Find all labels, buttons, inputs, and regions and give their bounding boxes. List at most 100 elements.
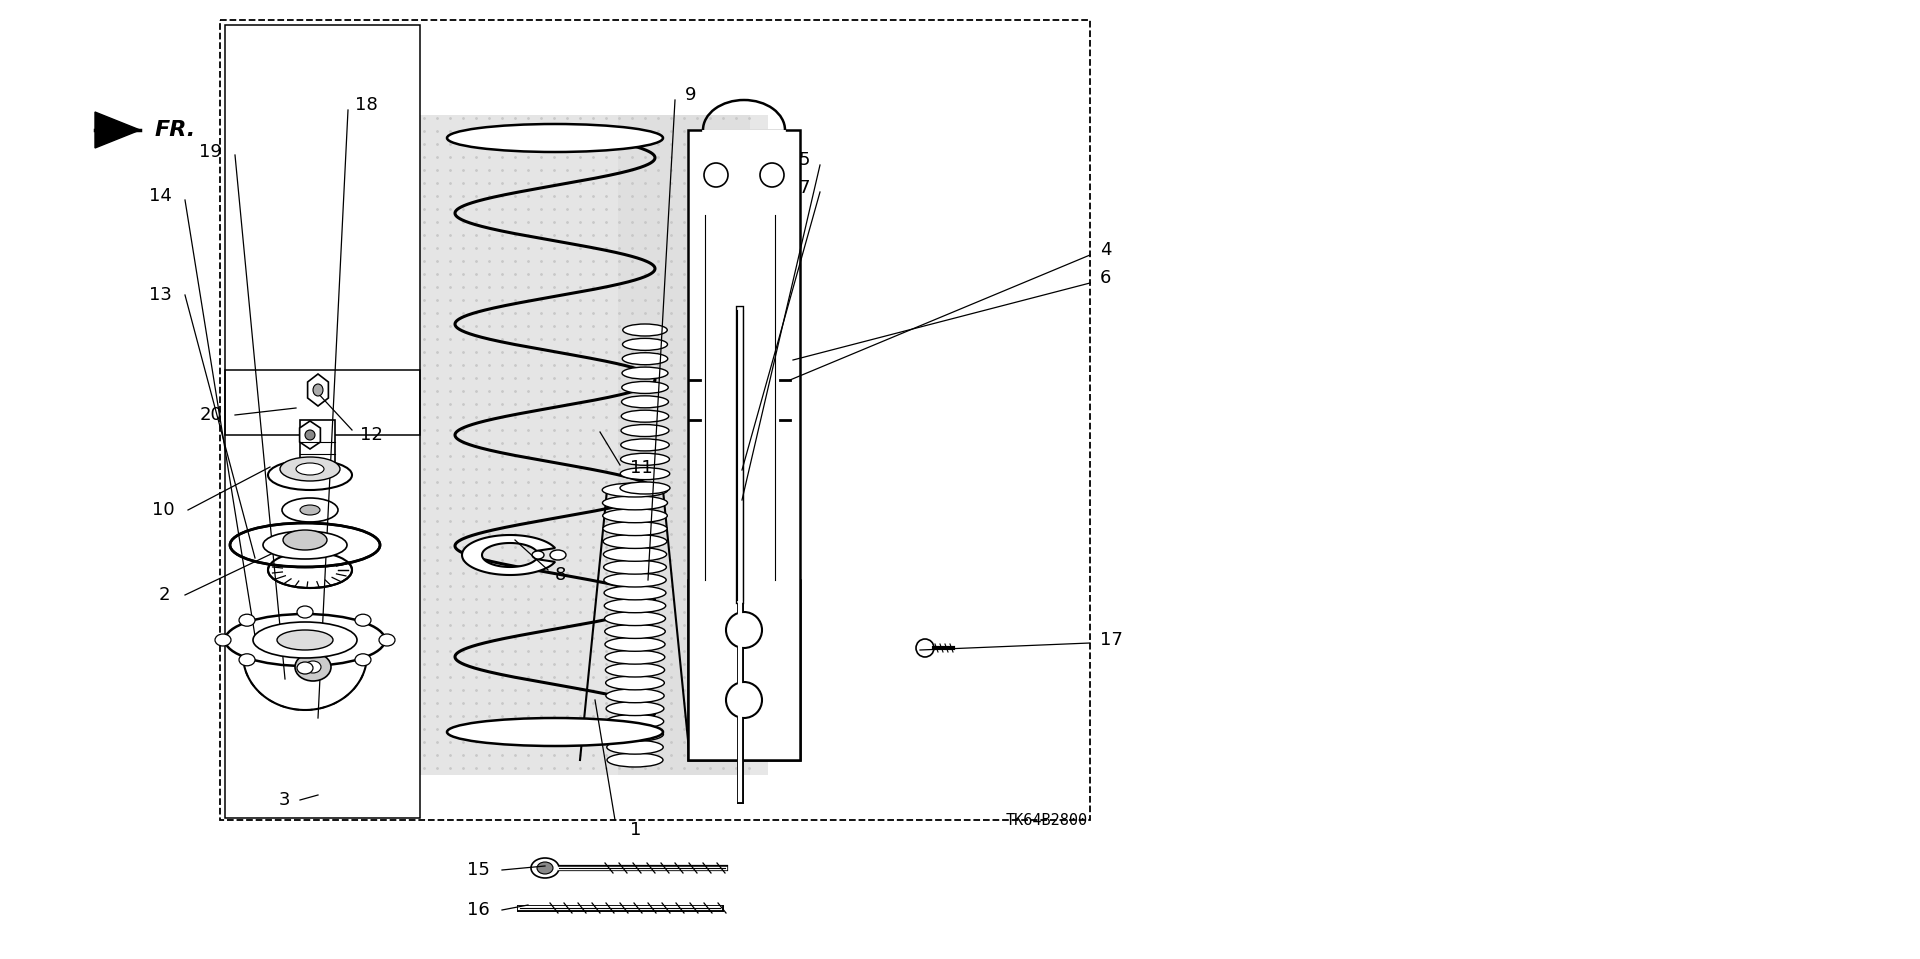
Ellipse shape <box>305 661 321 673</box>
Ellipse shape <box>607 702 664 715</box>
Ellipse shape <box>620 425 668 436</box>
Ellipse shape <box>300 505 321 515</box>
Ellipse shape <box>607 727 664 741</box>
Ellipse shape <box>532 858 559 878</box>
Ellipse shape <box>225 614 386 666</box>
Ellipse shape <box>603 560 666 574</box>
Bar <box>701 215 780 580</box>
Text: 12: 12 <box>361 426 382 444</box>
Ellipse shape <box>538 862 553 874</box>
Text: FR.: FR. <box>156 120 196 140</box>
Text: 19: 19 <box>200 143 223 161</box>
Text: 3: 3 <box>278 791 290 809</box>
Ellipse shape <box>378 634 396 646</box>
Ellipse shape <box>603 573 666 587</box>
Text: 9: 9 <box>685 86 697 104</box>
Ellipse shape <box>620 454 670 465</box>
Text: 18: 18 <box>355 96 378 114</box>
Ellipse shape <box>603 548 666 561</box>
Text: 7: 7 <box>799 179 810 197</box>
Ellipse shape <box>263 531 348 559</box>
Ellipse shape <box>760 163 783 187</box>
Text: 1: 1 <box>630 821 641 839</box>
Polygon shape <box>300 421 321 449</box>
Ellipse shape <box>916 639 933 657</box>
Ellipse shape <box>622 396 668 408</box>
Text: 10: 10 <box>152 501 175 519</box>
Ellipse shape <box>605 638 664 651</box>
Ellipse shape <box>313 384 323 396</box>
Text: 5: 5 <box>799 151 810 169</box>
Polygon shape <box>463 535 555 575</box>
Ellipse shape <box>620 468 670 480</box>
Ellipse shape <box>605 586 666 600</box>
Ellipse shape <box>605 663 664 677</box>
Ellipse shape <box>726 612 762 648</box>
Polygon shape <box>94 112 140 148</box>
Ellipse shape <box>605 612 666 625</box>
Text: TK64B2800: TK64B2800 <box>1006 813 1089 828</box>
Ellipse shape <box>605 650 664 665</box>
Polygon shape <box>307 374 328 406</box>
Ellipse shape <box>603 534 666 549</box>
Text: 4: 4 <box>1100 241 1112 259</box>
Bar <box>687 580 801 760</box>
Ellipse shape <box>622 410 668 422</box>
Ellipse shape <box>282 498 338 522</box>
Ellipse shape <box>447 718 662 746</box>
Ellipse shape <box>215 634 230 646</box>
Text: 17: 17 <box>1100 631 1123 649</box>
Ellipse shape <box>622 353 668 364</box>
Ellipse shape <box>269 552 351 588</box>
Ellipse shape <box>622 324 668 336</box>
Ellipse shape <box>607 740 662 754</box>
Bar <box>221 20 1091 820</box>
Polygon shape <box>244 655 367 710</box>
Ellipse shape <box>549 550 566 560</box>
Ellipse shape <box>276 630 332 650</box>
Bar <box>225 370 420 818</box>
Text: 13: 13 <box>150 286 173 304</box>
Ellipse shape <box>269 460 351 490</box>
Text: 6: 6 <box>1100 269 1112 287</box>
Ellipse shape <box>603 522 666 535</box>
Ellipse shape <box>605 624 664 639</box>
Ellipse shape <box>620 482 670 494</box>
Ellipse shape <box>603 496 668 510</box>
Text: 20: 20 <box>200 406 223 424</box>
Ellipse shape <box>298 606 313 618</box>
Ellipse shape <box>620 439 670 451</box>
Ellipse shape <box>726 682 762 718</box>
Ellipse shape <box>622 367 668 379</box>
Ellipse shape <box>607 753 662 767</box>
Ellipse shape <box>355 614 371 626</box>
Text: 16: 16 <box>467 901 490 919</box>
Ellipse shape <box>296 463 324 475</box>
Ellipse shape <box>298 662 313 674</box>
Ellipse shape <box>238 654 255 666</box>
Ellipse shape <box>605 676 664 690</box>
Ellipse shape <box>280 457 340 481</box>
Bar <box>420 115 751 775</box>
Bar <box>703 130 785 210</box>
Ellipse shape <box>296 653 330 681</box>
Text: 14: 14 <box>150 187 173 205</box>
Ellipse shape <box>603 508 668 523</box>
Text: 8: 8 <box>555 566 566 584</box>
Ellipse shape <box>607 689 664 703</box>
Ellipse shape <box>622 339 668 350</box>
Ellipse shape <box>447 124 662 152</box>
Ellipse shape <box>238 614 255 626</box>
Bar <box>618 115 768 775</box>
Text: 11: 11 <box>630 459 653 477</box>
Ellipse shape <box>305 430 315 440</box>
Bar <box>225 25 420 435</box>
Ellipse shape <box>607 714 664 729</box>
Text: 15: 15 <box>467 861 490 879</box>
Ellipse shape <box>230 523 380 567</box>
Bar <box>687 130 801 760</box>
Ellipse shape <box>603 483 668 497</box>
Ellipse shape <box>282 530 326 550</box>
Text: 2: 2 <box>159 586 171 604</box>
Ellipse shape <box>244 643 367 667</box>
